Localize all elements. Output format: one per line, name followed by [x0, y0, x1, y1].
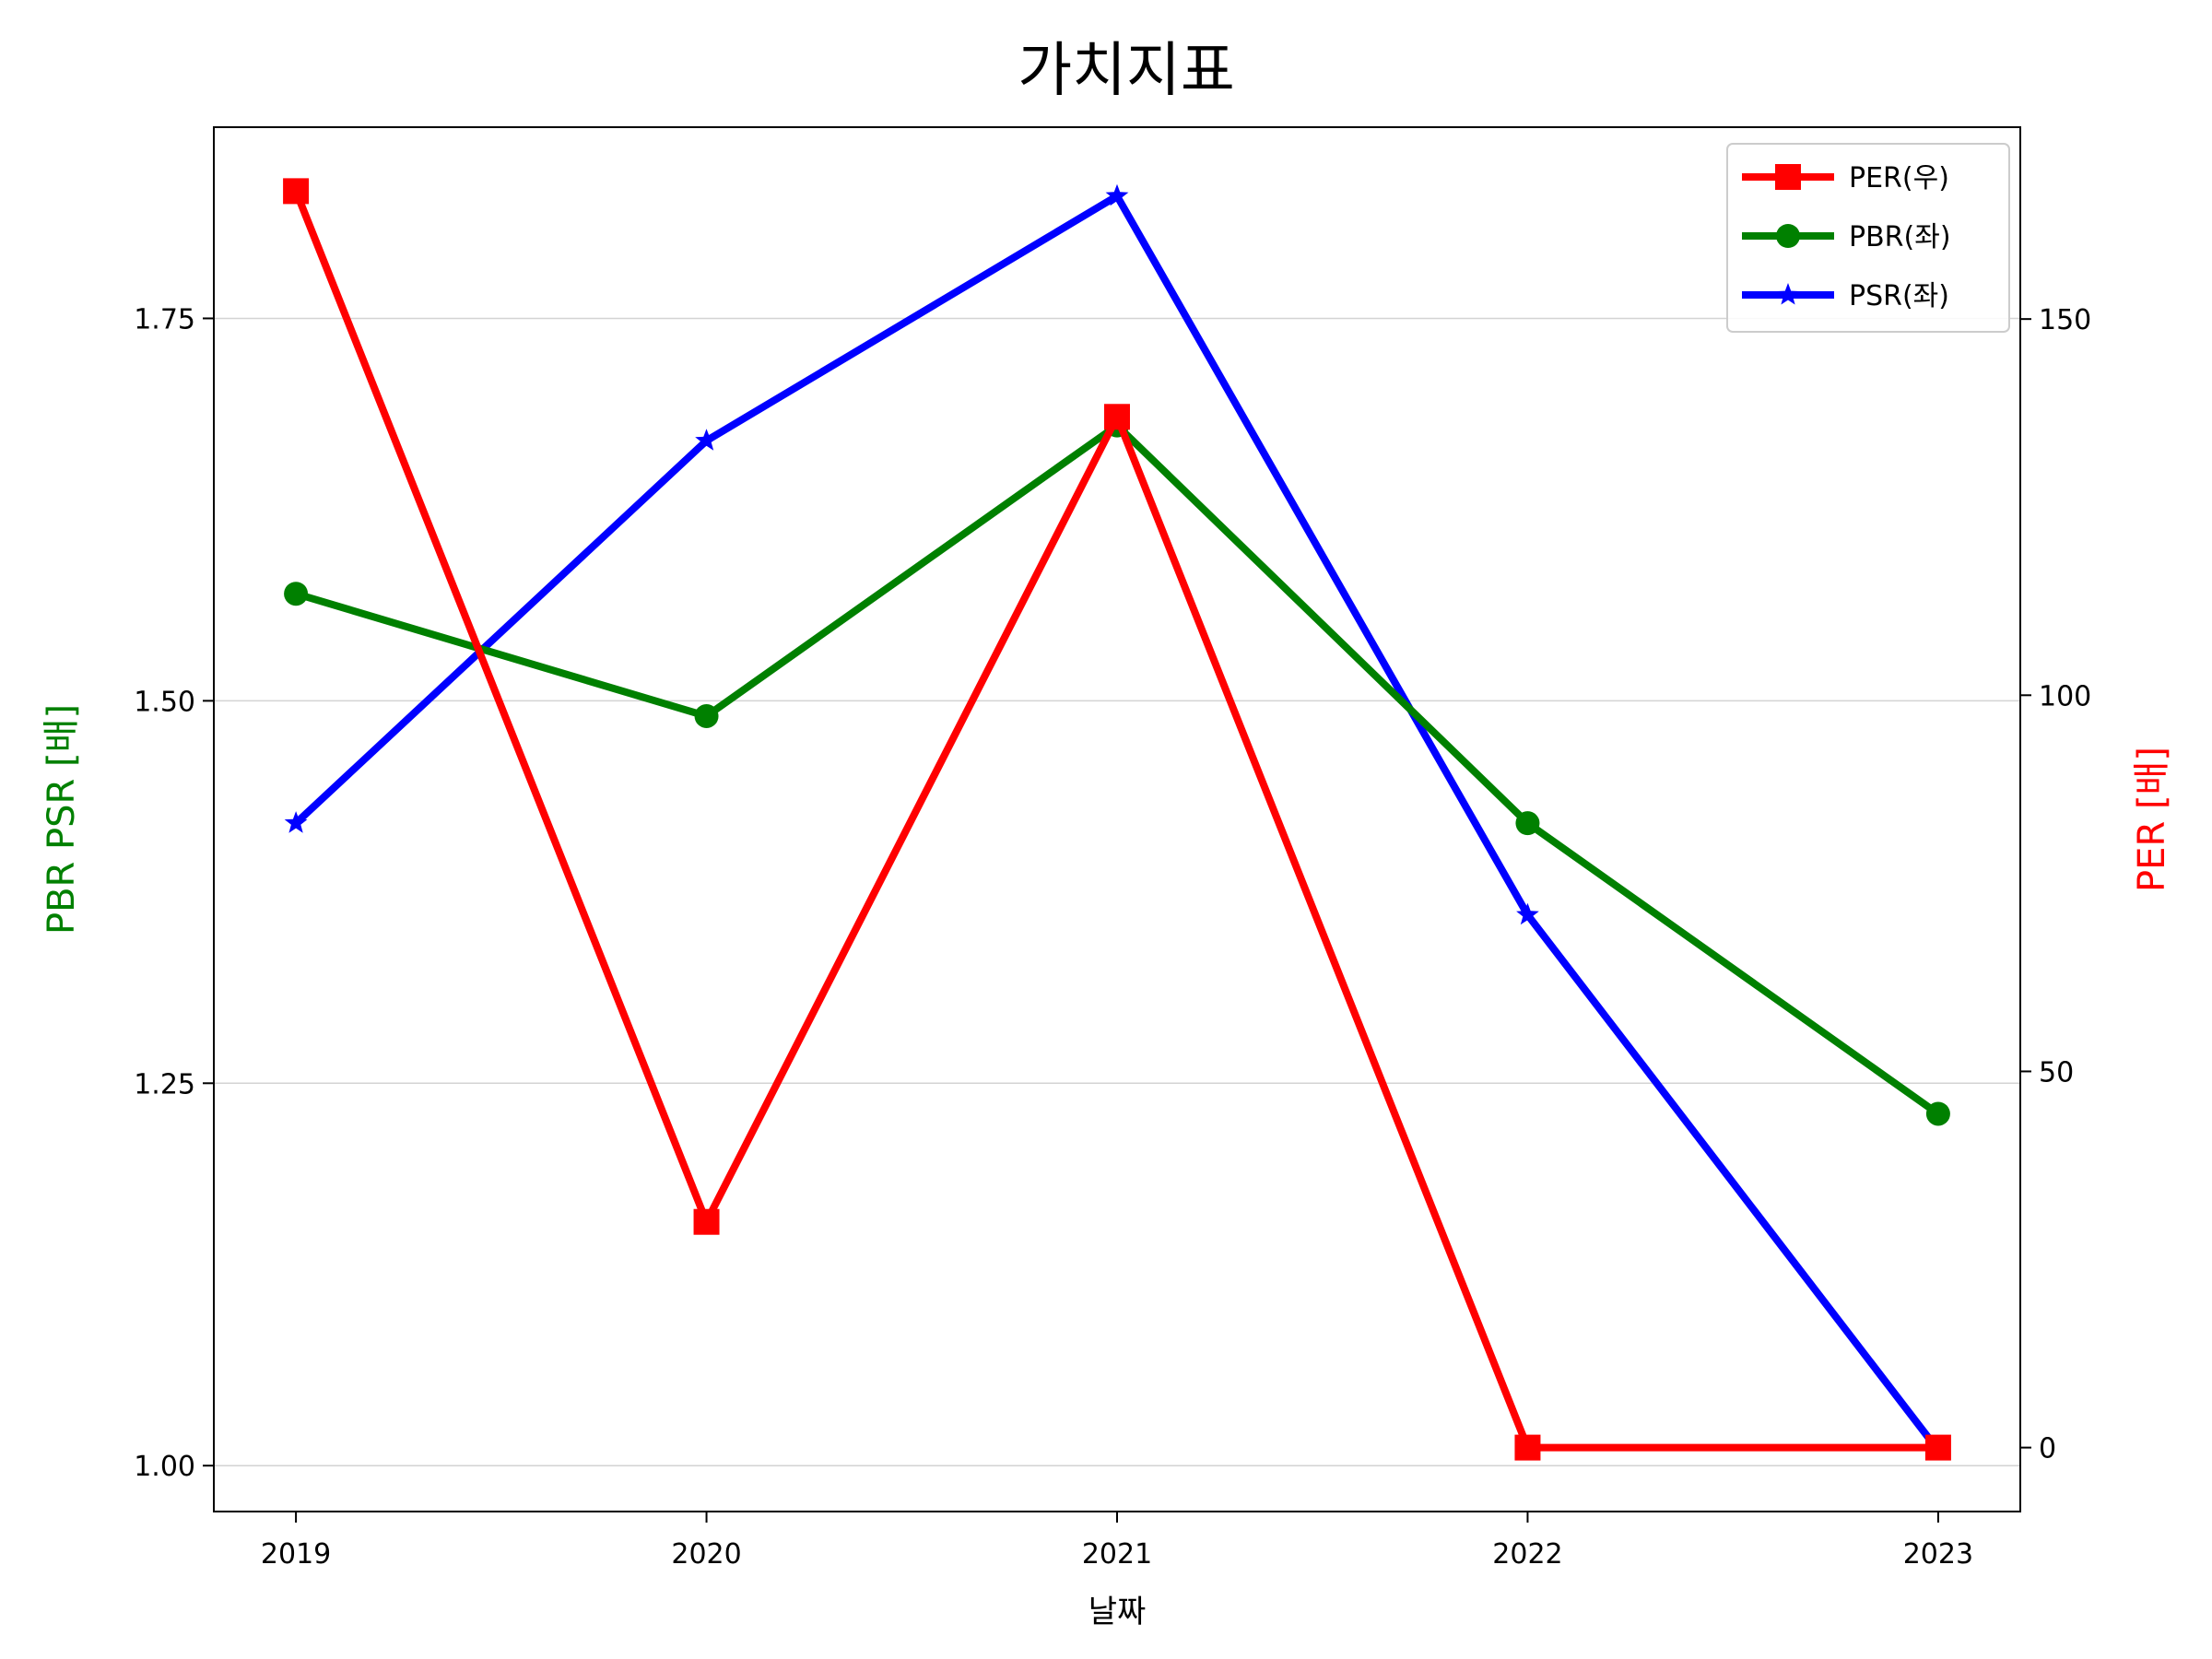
legend-box	[1726, 143, 2010, 333]
legend-swatch-marker	[1776, 283, 1800, 305]
right-tick-label: 0	[2039, 1433, 2056, 1465]
legend-label: PBR(좌)	[1849, 221, 1951, 253]
right-axis-label: PER [배]	[2131, 747, 2173, 892]
legend-entry: PBR(좌)	[1742, 221, 1951, 253]
legend-label: PSR(좌)	[1849, 280, 1949, 312]
x-axis-label: 날짜	[1088, 1594, 1147, 1630]
data-point	[693, 1208, 720, 1235]
series-square	[283, 178, 1951, 1461]
series-layer	[283, 178, 1951, 1461]
data-point	[284, 582, 309, 606]
right-tick-label: 50	[2039, 1056, 2074, 1088]
left-axis-label: PBR PSR [배]	[41, 704, 83, 935]
right-tick-label: 100	[2039, 680, 2091, 712]
grid-lines	[214, 317, 2020, 1466]
chart-title: 가치지표	[1018, 37, 1235, 105]
legend-label: PER(우)	[1849, 162, 1949, 194]
axes-layer: 1.00 1.25 1.50 1.75 0 50 100 150 2019 2020 2021 202…	[134, 303, 2091, 1571]
data-point	[695, 429, 718, 451]
left-tick-label: 1.25	[134, 1068, 195, 1100]
data-point	[694, 703, 719, 728]
x-tick-label: 2022	[1492, 1538, 1562, 1571]
data-point	[1925, 1101, 1950, 1126]
data-point	[1516, 902, 1539, 925]
data-point	[1515, 811, 1540, 836]
left-tick-label: 1.50	[134, 686, 195, 718]
legend-swatch-marker	[1776, 224, 1800, 248]
x-tick-label: 2020	[671, 1538, 741, 1571]
data-point	[284, 811, 308, 833]
x-tick-label: 2023	[1903, 1538, 1973, 1571]
right-tick-label: 150	[2039, 304, 2091, 336]
data-point	[1105, 183, 1129, 206]
legend-entry: PER(우)	[1742, 162, 1949, 194]
legend-swatch-marker	[1775, 164, 1801, 190]
data-point	[1924, 1434, 1951, 1461]
left-tick-label: 1.75	[134, 303, 195, 335]
left-tick-label: 1.00	[134, 1451, 195, 1483]
x-tick-label: 2021	[1082, 1538, 1152, 1571]
x-tick-label: 2019	[261, 1538, 331, 1571]
data-point	[283, 178, 310, 205]
data-point	[1514, 1434, 1541, 1461]
legend-entry: PSR(좌)	[1742, 280, 1949, 312]
data-point	[1104, 404, 1130, 430]
legend: PER(우) PBR(좌) PSR(좌)	[1726, 143, 2010, 333]
